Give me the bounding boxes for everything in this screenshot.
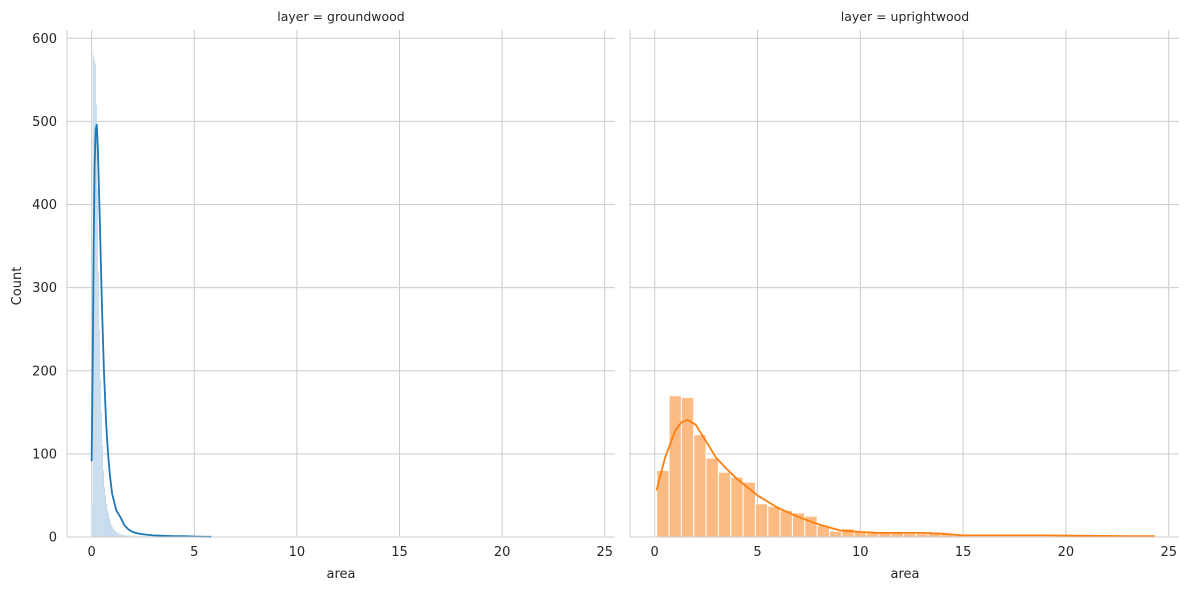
histogram-bar [106,510,109,538]
y-tick-label: 400 [32,198,57,213]
histogram-bar [112,526,114,538]
histogram-bar [705,457,719,538]
x-tick-label: 0 [87,545,95,560]
histogram-bar [105,503,108,538]
x-tick-label: 20 [494,545,511,560]
histogram-bar [103,487,106,538]
grid-uprightwood [630,30,1179,538]
x-axis-label-uprightwood: area [891,567,920,582]
histogram-bar [91,503,93,538]
histogram-bar [108,518,111,538]
y-tick-label: 300 [32,281,57,296]
histogram-bar [104,495,107,538]
x-tick-label: 25 [596,545,613,560]
histogram-bar [742,481,756,538]
histogram-bar [111,525,113,538]
kde-curve-groundwood [90,123,212,538]
histogram-bar [717,471,732,538]
histogram-bar [95,104,97,538]
x-tick-label: 20 [1058,545,1075,560]
kde-curve-uprightwood [655,418,1156,538]
y-tick-label: 100 [32,447,57,462]
x-tick-label: 5 [753,545,761,560]
x-tick-labels-groundwood: 0 5 10 15 20 25 [87,545,613,560]
x-axis-label-groundwood: area [327,567,356,582]
histogram-bar [668,395,682,538]
histogram-bar [114,530,116,538]
x-tick-label: 15 [955,545,972,560]
panel-uprightwood: 0 5 10 15 20 25 layer = uprightwood area [629,9,1179,582]
histogram-bar [97,270,99,538]
y-tick-label: 0 [49,531,57,546]
panel-title-uprightwood: layer = uprightwood [841,9,969,24]
x-tick-label: 0 [651,545,659,560]
kde-line [90,123,212,538]
histogram-bar [754,503,769,538]
histogram-bar [102,470,105,538]
histogram-bar [115,531,117,538]
x-tick-labels-uprightwood: 0 5 10 15 20 25 [651,545,1177,560]
histogram-bar [113,528,115,538]
histogram-bar [98,329,100,538]
histogram-bars-uprightwood [656,395,1151,538]
x-tick-label: 25 [1160,545,1177,560]
histogram-bar [116,531,118,538]
y-tick-label: 500 [32,115,57,130]
panel-title-groundwood: layer = groundwood [277,9,404,24]
histogram-bar [107,513,110,538]
histogram-bar [117,532,119,538]
y-tick-label: 200 [32,364,57,379]
kde-line [655,418,1156,538]
histogram-bar [118,532,120,538]
panel-groundwood: 0 5 10 15 20 25 0 100 200 300 400 500 600 layer = g… [10,9,615,582]
x-tick-label: 15 [391,545,408,560]
histogram-bar [730,476,744,538]
histogram-bar [693,434,707,538]
x-tick-label: 10 [289,545,306,560]
y-axis-label: Count [10,267,25,306]
histogram-bar [96,187,98,538]
histogram-bar [828,530,843,538]
spines-groundwood [66,30,615,538]
y-tick-label: 600 [32,32,57,47]
histogram-bar [109,521,112,538]
histogram-bar [101,445,104,538]
x-tick-label: 10 [852,545,869,560]
grid-groundwood [67,30,615,538]
histogram-bar [99,378,101,538]
y-tick-labels: 0 100 200 300 400 500 600 [32,32,57,546]
spines-uprightwood [629,30,1179,538]
histogram-bar [767,505,781,538]
histogram-bar [100,412,103,538]
x-tick-label: 5 [190,545,198,560]
histogram-bar [680,396,695,538]
